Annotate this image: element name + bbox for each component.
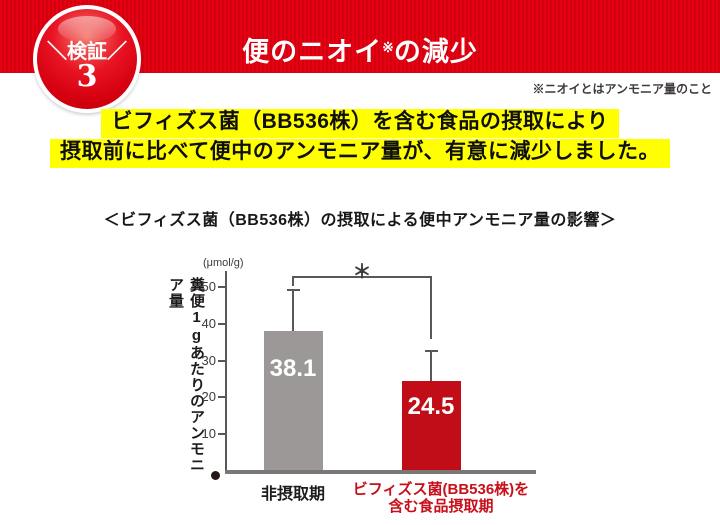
significance-asterisk: ＊: [352, 262, 372, 283]
y-tick-label: 20: [201, 389, 216, 405]
significance-bracket-horizontal: [292, 276, 432, 278]
page-title-text-1: 便のニオイ: [242, 37, 383, 67]
y-axis-unit-label: (μmol/g): [203, 257, 244, 269]
lead-text: ビフィズス菌（BB536株）を含む食品の摂取により 摂取前に比べて便中のアンモニ…: [0, 109, 720, 169]
origin-zero-dot: [211, 471, 220, 480]
chart-bar: [263, 330, 323, 470]
y-tick-mark: [218, 286, 225, 288]
y-tick-mark: [218, 433, 225, 436]
error-bar-cap: [287, 288, 300, 291]
x-axis-line: [225, 470, 536, 474]
y-tick-label: 50: [201, 279, 216, 294]
y-axis-label: 糞便1gあたりのアンモニア量: [167, 277, 205, 473]
lead-line-1: ビフィズス菌（BB536株）を含む食品の摂取により: [101, 109, 619, 138]
x-category-label: 非摂取期: [260, 486, 325, 503]
y-tick-label: 10: [201, 426, 216, 442]
bar-value-label: 38.1: [269, 354, 317, 382]
x-category-label: ビフィズス菌(BB536株)を 含む食品摂取期: [352, 481, 530, 515]
chart-title: ＜ビフィズス菌（BB536株）の摂取による便中アンモニア量の影響＞: [103, 212, 617, 229]
y-tick-mark: [218, 322, 225, 325]
error-bar-whisker: [430, 349, 432, 381]
verification-badge: ＼検証／ 3: [33, 5, 141, 113]
badge-label: ＼検証／: [47, 39, 127, 63]
significance-bracket-right: [430, 276, 432, 339]
error-bar-whisker: [292, 288, 294, 331]
y-tick-mark: [218, 359, 225, 362]
badge-number: 3: [76, 59, 98, 94]
reference-mark: ※: [382, 39, 394, 55]
error-bar-cap: [425, 349, 438, 352]
bar-value-label: 24.5: [407, 392, 455, 420]
footnote: ※ニオイとはアンモニア量のこと: [532, 82, 712, 96]
y-tick-label: 30: [201, 352, 216, 368]
y-tick-mark: [218, 396, 225, 399]
y-tick-label: 40: [201, 315, 216, 331]
lead-line-2: 摂取前に比べて便中のアンモニア量が、有意に減少しました。: [50, 139, 670, 168]
significance-bracket-left: [292, 276, 294, 286]
chart-bar: [401, 380, 461, 470]
page-title-text-2: の減少: [393, 37, 478, 67]
badge-gloss-highlight: [58, 16, 116, 42]
y-axis-line: [225, 271, 227, 473]
page-title: 便のニオイ※の減少: [0, 30, 720, 69]
